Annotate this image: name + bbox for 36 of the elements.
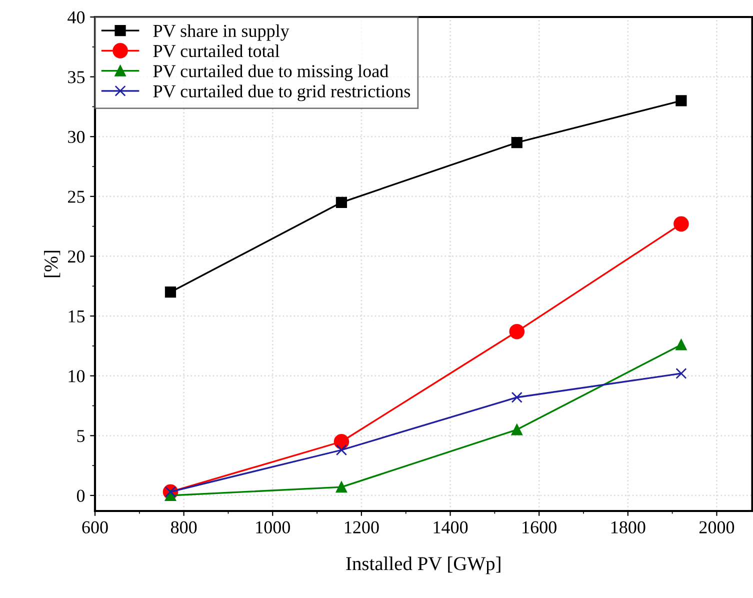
point	[676, 95, 687, 106]
point	[336, 196, 348, 208]
legend-label: PV curtailed total	[153, 44, 280, 58]
point	[676, 368, 687, 379]
point	[336, 482, 348, 493]
y-tick-label: 35	[68, 71, 85, 84]
legend-label: PV curtailed due to missing load	[153, 64, 388, 81]
x-tick-label: 600	[82, 521, 108, 534]
x-tick-label: 1200	[344, 521, 379, 534]
x-tick-label: 1600	[522, 521, 556, 534]
legend-label: PV share in supply	[153, 24, 290, 41]
x-tick-label: 1000	[256, 521, 290, 534]
y-tick-label: 30	[68, 130, 85, 144]
point	[164, 286, 176, 298]
point	[334, 434, 350, 450]
y-axis-title: [%]	[44, 250, 60, 278]
y-tick-label: 0	[76, 490, 85, 502]
y-tick-label: 40	[68, 11, 85, 24]
x-tick-label: 1800	[611, 521, 646, 534]
x-tick-label: 1400	[434, 521, 468, 534]
point	[509, 324, 525, 340]
legend-label: PV curtailed due to grid restrictions	[153, 84, 410, 102]
point	[674, 216, 689, 232]
x-tick-label: 800	[170, 521, 197, 534]
point	[676, 339, 687, 350]
y-tick-label: 25	[68, 190, 85, 203]
x-axis-title: Installed PV [GWp]	[346, 556, 500, 574]
y-tick-label: 5	[77, 430, 85, 442]
x-tick-label: 2000	[699, 521, 734, 534]
point	[511, 392, 522, 403]
y-tick-label: 15	[68, 310, 85, 322]
point	[336, 444, 348, 456]
y-tick-label: 10	[68, 370, 85, 382]
y-tick-label: 20	[68, 250, 85, 263]
point	[511, 137, 522, 148]
point	[511, 424, 522, 436]
